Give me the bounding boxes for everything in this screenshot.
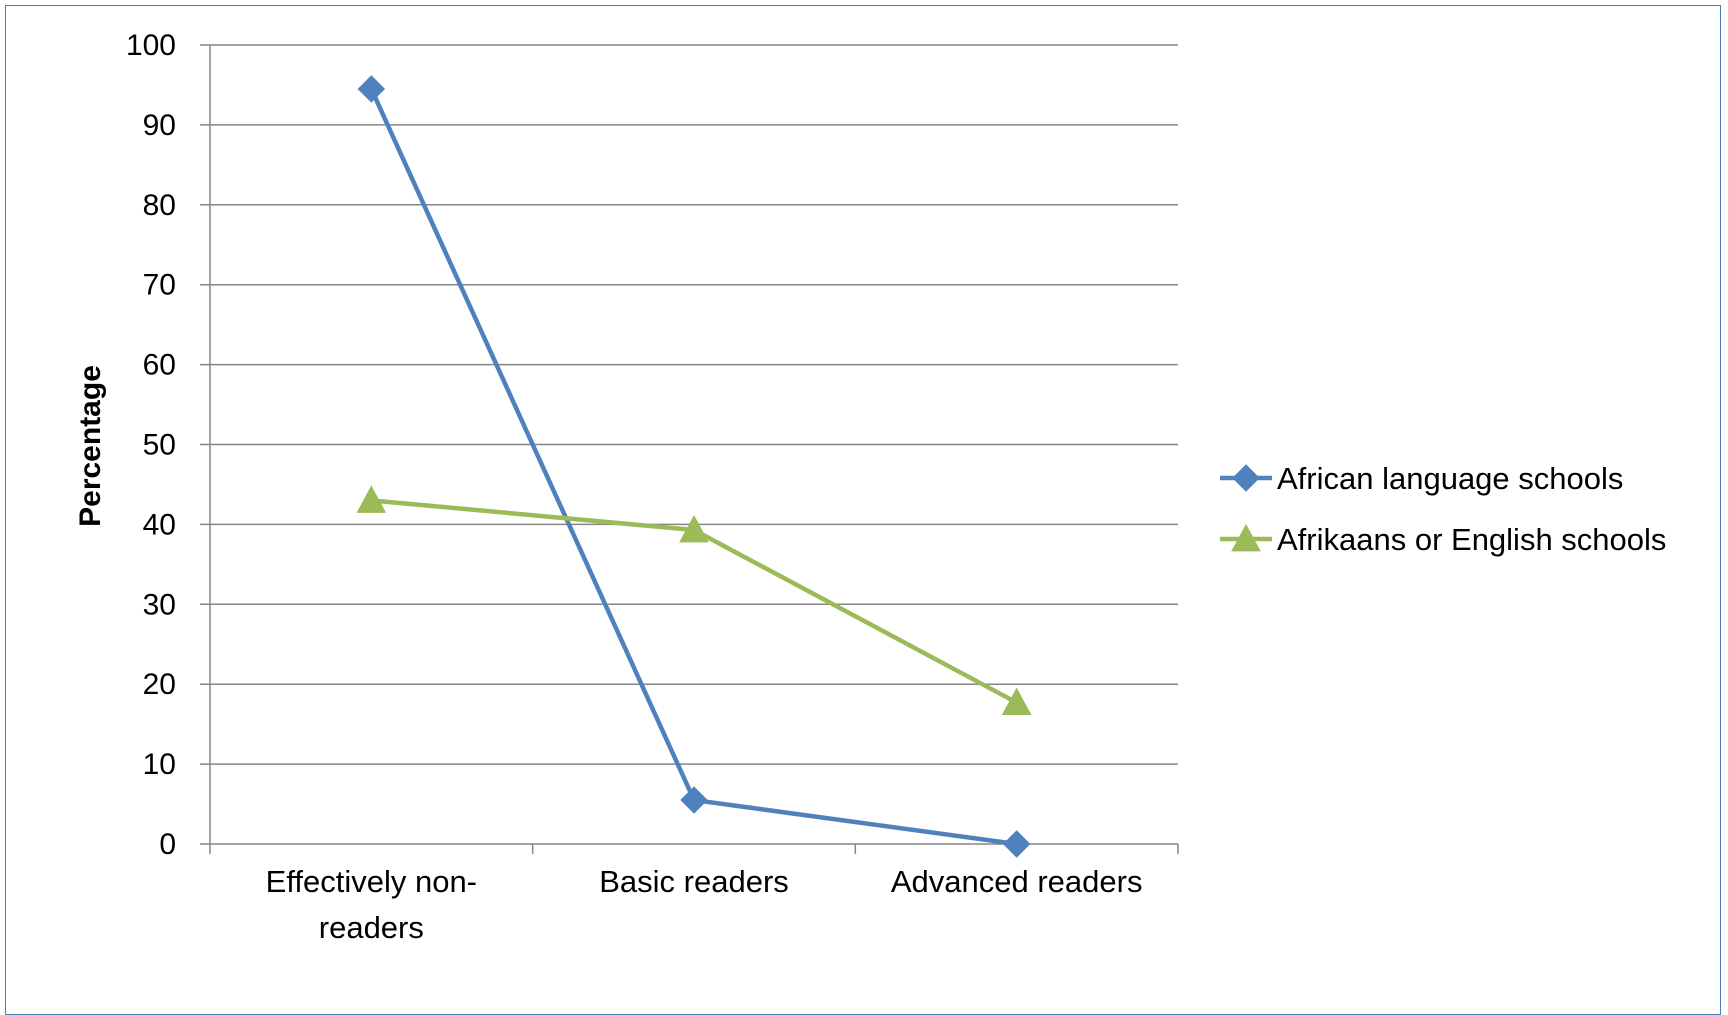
series-line	[369, 88, 1017, 847]
y-tick-label: 0	[159, 828, 176, 861]
data-point	[357, 75, 386, 103]
legend-label: African language schools	[1277, 461, 1623, 496]
y-axis-title: Percentage	[74, 365, 107, 527]
series-layer	[356, 75, 1032, 858]
series-1	[357, 75, 1031, 858]
legend-marker	[1232, 464, 1260, 492]
legend-item: African language schools	[1220, 461, 1623, 496]
x-tick-label: Basic readers	[599, 864, 789, 899]
data-point	[1001, 687, 1032, 715]
x-tick-label: Advanced readers	[891, 864, 1143, 899]
y-tick-label: 80	[143, 189, 176, 222]
data-point	[1002, 830, 1031, 858]
y-tick-label: 20	[143, 668, 176, 701]
y-tick-label: 60	[143, 349, 176, 382]
data-point	[679, 514, 709, 543]
x-tick-label: Effectively non-readers	[266, 864, 477, 945]
chart-frame	[5, 5, 1721, 1015]
x-tick-labels: Effectively non-readers Basic readers Adva…	[266, 864, 1143, 945]
data-point	[680, 786, 708, 814]
y-tick-label: 30	[143, 588, 176, 621]
data-point	[356, 485, 387, 513]
legend: African language schools Afrikaans or Eng…	[1220, 461, 1666, 557]
legend-item: Afrikaans or English schools	[1220, 522, 1666, 557]
legend-label: Afrikaans or English schools	[1277, 522, 1666, 557]
series-2	[356, 485, 1032, 715]
gridlines	[200, 44, 1178, 765]
y-tick-label: 50	[143, 429, 176, 462]
y-tick-label: 10	[143, 748, 176, 781]
legend-marker	[1231, 523, 1261, 552]
y-tick-label: 90	[143, 109, 176, 142]
y-tick-label: 70	[143, 269, 176, 302]
axes	[200, 45, 1179, 854]
y-tick-label: 100	[126, 29, 176, 62]
y-tick-labels: 0 10 20 30 40 50 60 70 80 90 100	[126, 29, 176, 861]
y-tick-label: 40	[143, 508, 176, 541]
